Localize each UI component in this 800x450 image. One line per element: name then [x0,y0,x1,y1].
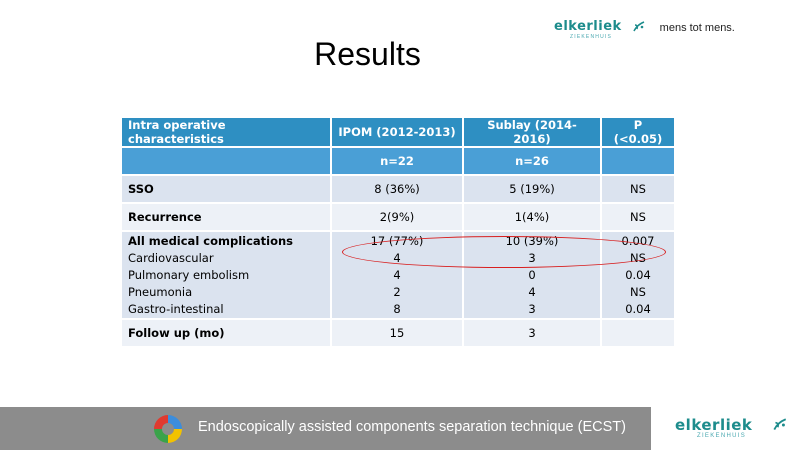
subrow-label: Pulmonary embolism [128,267,250,282]
subrow-label: Pneumonia [128,284,193,299]
row-label: All medical complications [128,233,294,248]
table-cell [602,320,674,346]
row-label: SSO [122,176,330,202]
table-cell: 5 (19%) [464,176,600,202]
footer-text: Endoscopically assisted components separ… [198,419,626,435]
table-subheader-row: n=22 n=26 [122,148,674,174]
table-cell: 4 [393,267,401,282]
table-cell: 0.04 [625,267,651,282]
table-cell: 0.04 [625,301,651,316]
leaf-logo-icon [773,418,787,430]
subheader-cell: n=26 [464,148,600,174]
slide-title: Results [314,36,421,72]
highlight-ellipse [342,236,666,268]
table-cell: 3 [528,301,536,316]
table-cell: 2(9%) [332,204,462,230]
table-cell: 15 [332,320,462,346]
logo-top: elkerliek ZIEKENHUIS mens tot mens. [554,20,735,42]
table-cell: 4 [528,284,536,299]
table-cell: 8 [393,301,401,316]
table-cell: 3 [464,320,600,346]
header-cell: Intra operative characteristics [122,118,330,146]
pdca-cycle-icon [154,415,182,443]
header-cell: P (<0.05) [602,118,674,146]
table-cell: NS [630,284,646,299]
header-cell: Sublay (2014-2016) [464,118,600,146]
subheader-cell [602,148,674,174]
logo-subtitle: ZIEKENHUIS [697,433,747,439]
subrow-label: Gastro-intestinal [128,301,224,316]
logo-subtitle: ZIEKENHUIS [570,34,613,40]
logo-brand: elkerliek [675,416,753,434]
table-row: SSO 8 (36%) 5 (19%) NS [122,176,674,202]
logo-tagline: mens tot mens. [659,22,735,34]
header-cell: IPOM (2012-2013) [332,118,462,146]
complications-labels: All medical complications Cardiovascular… [122,232,330,318]
results-table: Intra operative characteristics IPOM (20… [120,116,676,348]
logo-bottom: elkerliek ZIEKENHUIS [675,416,787,439]
subheader-cell: n=22 [332,148,462,174]
logo-brand: elkerliek [554,19,622,34]
table-cell: 2 [393,284,401,299]
table-cell: 1(4%) [464,204,600,230]
row-label: Recurrence [122,204,330,230]
table-cell: NS [602,176,674,202]
table-row: Recurrence 2(9%) 1(4%) NS [122,204,674,230]
subrow-label: Cardiovascular [128,250,214,265]
table-row: Follow up (mo) 15 3 [122,320,674,346]
table-cell: 0 [528,267,536,282]
row-label: Follow up (mo) [122,320,330,346]
table-cell: NS [602,204,674,230]
subheader-cell [122,148,330,174]
table-cell: 8 (36%) [332,176,462,202]
footer-bar: Endoscopically assisted components separ… [0,407,651,450]
table-header-row: Intra operative characteristics IPOM (20… [122,118,674,146]
leaf-logo-icon [632,21,644,32]
